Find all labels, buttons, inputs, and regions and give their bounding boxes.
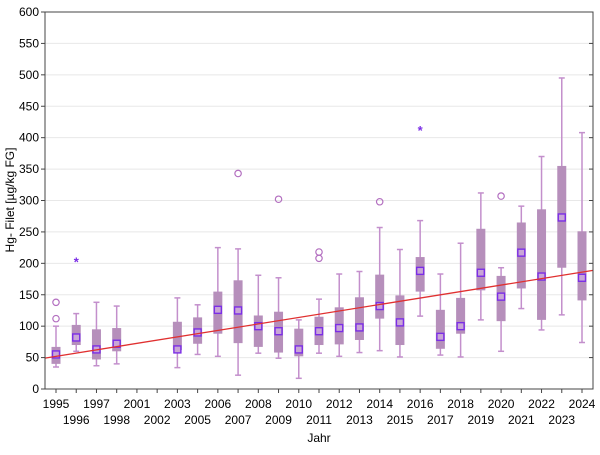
- median-marker: [577, 273, 587, 282]
- box: [172, 321, 182, 351]
- x-tick-label: 2009: [265, 413, 292, 427]
- outlier-point: [52, 314, 60, 323]
- x-tick-label: 2007: [225, 413, 252, 427]
- box: [476, 228, 486, 291]
- median-marker: [375, 301, 384, 311]
- median-marker: [294, 345, 303, 354]
- median-marker: [233, 306, 243, 315]
- median-marker: [537, 272, 546, 281]
- trend-line-group: [44, 269, 594, 359]
- x-tick-label: 2021: [508, 413, 535, 427]
- median-marker: [335, 323, 344, 333]
- trend-line: [44, 269, 594, 359]
- x-tick-label: 2018: [447, 397, 474, 411]
- median-marker: [173, 345, 182, 354]
- outlier-point: [274, 195, 283, 204]
- box: [537, 209, 547, 320]
- x-tick-label: 2001: [124, 397, 151, 411]
- x-tick-label: 2011: [306, 413, 332, 427]
- extreme-point: *: [74, 254, 80, 269]
- x-tick-label: 2024: [569, 397, 596, 411]
- x-tick-label: 2022: [528, 397, 555, 411]
- outlier-point: [375, 197, 384, 206]
- median-marker: [254, 321, 263, 331]
- x-tick-label: 2003: [164, 397, 191, 411]
- x-tick-label: 2006: [204, 397, 231, 411]
- y-tick-label: 550: [19, 36, 39, 50]
- median-marker: [213, 305, 223, 315]
- box: [435, 309, 445, 349]
- y-tick-label: 250: [19, 225, 39, 239]
- median-marker: [72, 333, 81, 342]
- median-marker: [496, 292, 506, 301]
- x-tick-label: 2012: [326, 397, 353, 411]
- outlier-point: [497, 192, 505, 200]
- x-axis-ticks: 1995 1996 1997 1998 2001 2002 2003 2005 2006 2007…: [43, 389, 596, 427]
- median-marker: [517, 248, 526, 257]
- median-marker: [355, 323, 364, 332]
- box: [253, 315, 263, 347]
- y-tick-label: 100: [19, 319, 39, 333]
- boxes: **: [51, 77, 587, 380]
- x-tick-label: 2013: [346, 413, 373, 427]
- y-tick-label: 500: [19, 68, 39, 82]
- x-tick-label: 2014: [366, 397, 393, 411]
- x-tick-label: 2010: [285, 397, 312, 411]
- x-tick-label: 1995: [43, 397, 70, 411]
- median-marker: [415, 266, 425, 276]
- median-marker: [274, 326, 283, 336]
- median-marker: [395, 318, 405, 327]
- y-axis-ticks: 0 50 100 150 200 250 300 350 400 450 500 550 600: [19, 5, 593, 396]
- y-tick-label: 350: [19, 162, 39, 176]
- outlier-point: [52, 298, 60, 307]
- y-tick-label: 600: [19, 5, 39, 19]
- y-tick-label: 0: [32, 382, 39, 396]
- median-marker: [557, 213, 566, 222]
- x-tick-label: 2020: [488, 397, 515, 411]
- x-tick-label: 1996: [63, 413, 90, 427]
- median-marker: [436, 332, 445, 342]
- median-marker: [51, 350, 61, 359]
- outlier-point: [234, 169, 242, 178]
- x-tick-label: 2002: [144, 413, 171, 427]
- y-tick-label: 400: [19, 131, 39, 145]
- x-tick-label: 2023: [548, 413, 575, 427]
- x-tick-label: 1997: [83, 397, 110, 411]
- y-tick-label: 150: [19, 288, 39, 302]
- y-tick-label: 450: [19, 99, 39, 113]
- median-marker: [456, 321, 465, 331]
- box: [91, 329, 101, 360]
- outlier-point: [315, 248, 323, 256]
- x-tick-label: 2015: [387, 413, 414, 427]
- box: [456, 297, 466, 334]
- extreme-point: *: [418, 123, 424, 138]
- x-tick-label: 2008: [245, 397, 272, 411]
- x-tick-label: 2017: [427, 413, 454, 427]
- x-axis-label: Jahr: [307, 431, 330, 445]
- box: [294, 328, 304, 357]
- x-tick-label: 2019: [467, 413, 494, 427]
- y-tick-label: 200: [19, 256, 39, 270]
- box: [354, 297, 364, 340]
- median-marker: [193, 328, 202, 337]
- box: [375, 274, 385, 319]
- x-tick-label: 1998: [103, 413, 130, 427]
- y-tick-label: 300: [19, 194, 39, 208]
- y-axis-label: Hg- Filet [µg/kg FG]: [3, 148, 17, 253]
- y-tick-label: 50: [26, 351, 40, 365]
- outlier-point: [315, 254, 323, 263]
- x-tick-label: 2016: [407, 397, 434, 411]
- median-marker: [476, 268, 486, 277]
- box: [577, 231, 587, 301]
- x-tick-label: 2005: [184, 413, 211, 427]
- median-marker: [314, 326, 324, 336]
